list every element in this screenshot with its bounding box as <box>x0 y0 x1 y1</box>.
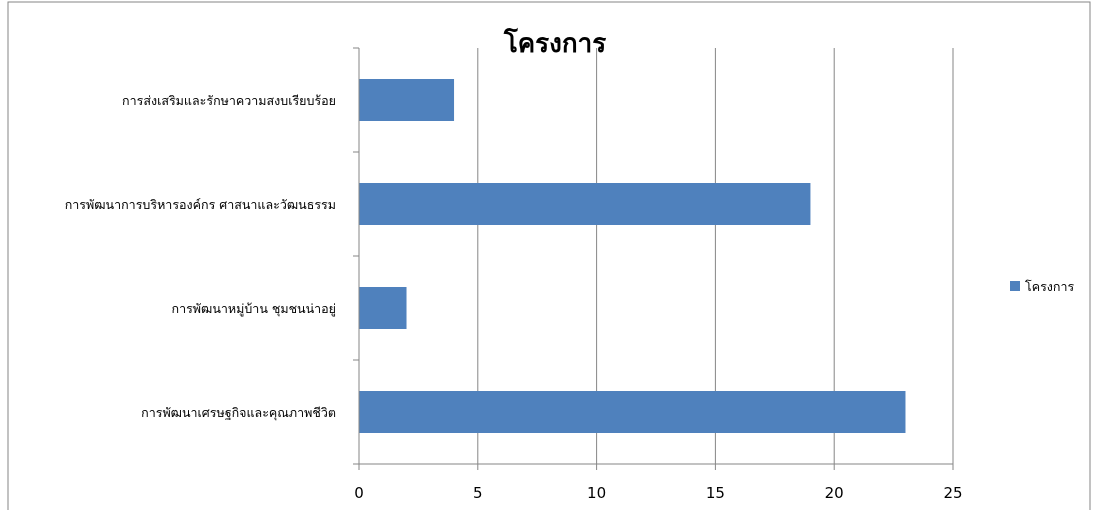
x-tick-label: 10 <box>587 484 606 502</box>
legend-label: โครงการ <box>1025 279 1074 294</box>
labels: 0 5 10 15 20 25 การส่งเสริมและรักษาความสงบเรีย… <box>65 93 963 502</box>
category-label: การส่งเสริมและรักษาความสงบเรียบร้อย <box>122 93 336 108</box>
x-tick-label: 15 <box>706 484 725 502</box>
x-tick-label: 5 <box>473 484 483 502</box>
x-tick-label: 25 <box>943 484 962 502</box>
chart-border <box>7 1 1091 510</box>
bar <box>359 79 455 121</box>
x-tick-label: 0 <box>354 484 364 502</box>
category-label: การพัฒนาการบริหารองค์กร ศาสนาและวัฒนธรรม <box>65 197 336 212</box>
category-label: การพัฒนาหมู่บ้าน ชุมชนน่าอยู่ <box>172 301 337 317</box>
chart-title: โครงการ <box>503 27 606 59</box>
category-label: การพัฒนาเศรษฐกิจและคุณภาพชีวิต <box>141 405 336 421</box>
legend-swatch <box>1010 281 1020 291</box>
bar <box>359 287 407 329</box>
bars <box>359 79 906 433</box>
bar <box>359 391 906 433</box>
axes <box>353 47 954 470</box>
x-tick-label: 20 <box>825 484 844 502</box>
legend: โครงการ <box>1010 279 1074 294</box>
bar <box>359 183 811 225</box>
